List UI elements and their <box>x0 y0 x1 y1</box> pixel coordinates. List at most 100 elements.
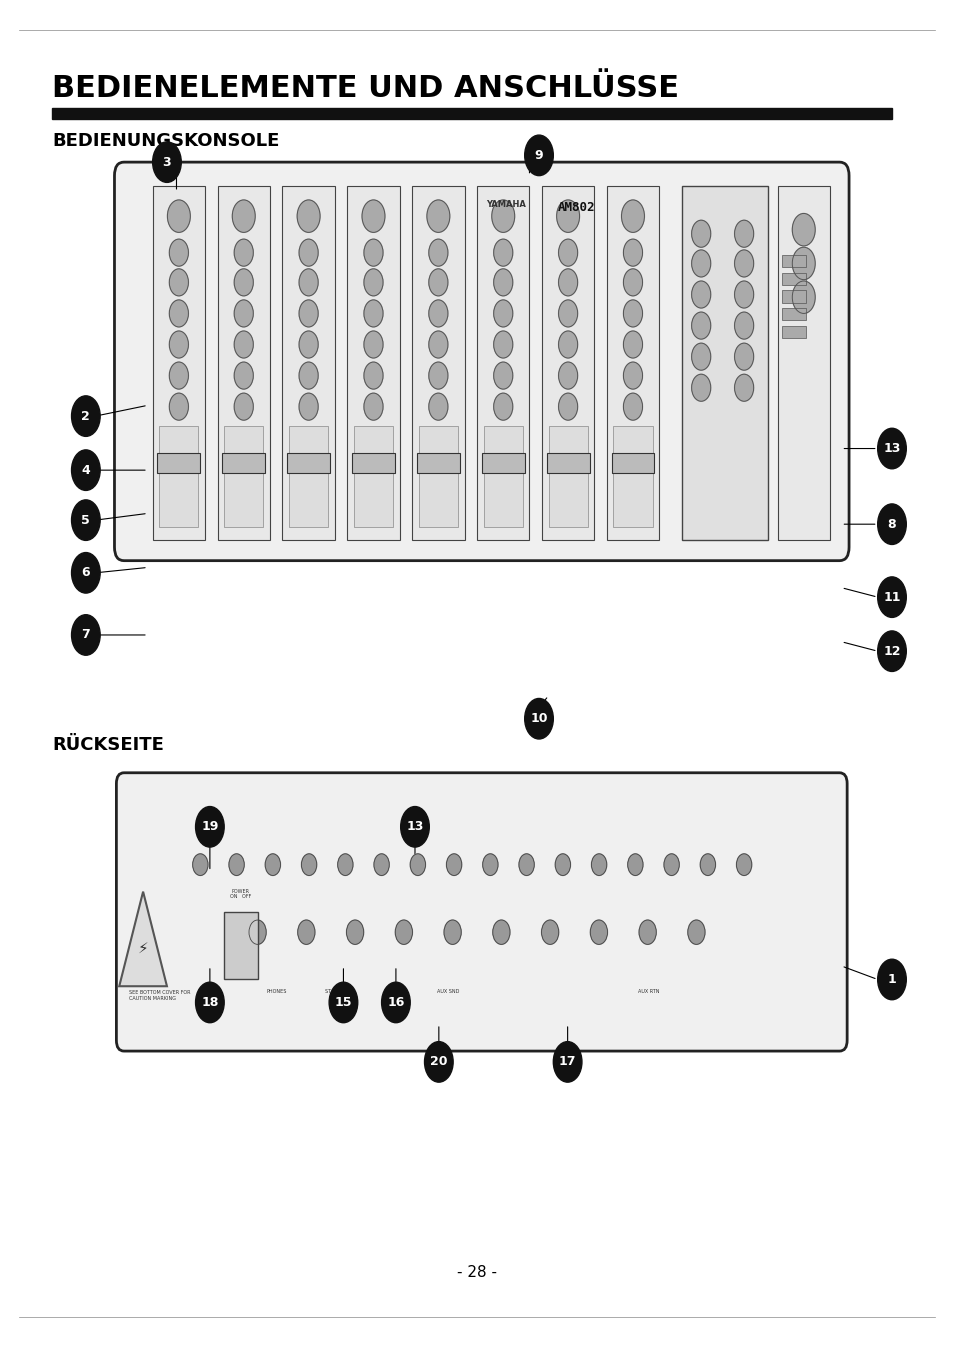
Text: 1: 1 <box>886 973 896 986</box>
Text: ST OUT: ST OUT <box>325 989 342 994</box>
Bar <box>289 426 328 527</box>
Circle shape <box>364 362 383 389</box>
Text: AM802: AM802 <box>558 201 595 213</box>
Text: 13: 13 <box>406 820 423 834</box>
Circle shape <box>71 553 100 593</box>
Text: 10: 10 <box>530 712 547 725</box>
Circle shape <box>736 854 751 875</box>
Bar <box>546 453 589 473</box>
Text: POWER
ON   OFF: POWER ON OFF <box>230 889 252 900</box>
Bar <box>781 273 805 285</box>
Circle shape <box>71 500 100 540</box>
Circle shape <box>400 807 429 847</box>
Bar <box>781 290 805 303</box>
Circle shape <box>364 300 383 327</box>
Bar <box>483 426 522 527</box>
Bar <box>606 186 659 540</box>
Circle shape <box>590 920 607 944</box>
Text: BEDIENELEMENTE UND ANSCHLÜSSE: BEDIENELEMENTE UND ANSCHLÜSSE <box>52 74 679 103</box>
Bar <box>481 453 524 473</box>
Circle shape <box>234 269 253 296</box>
Text: AUX RTN: AUX RTN <box>638 989 659 994</box>
Bar <box>224 912 257 979</box>
Circle shape <box>493 269 512 296</box>
Circle shape <box>691 374 710 401</box>
Circle shape <box>622 300 641 327</box>
Circle shape <box>558 331 577 358</box>
Circle shape <box>518 854 534 875</box>
Circle shape <box>193 854 208 875</box>
Bar <box>354 426 393 527</box>
Text: 19: 19 <box>201 820 218 834</box>
Bar <box>781 308 805 320</box>
Bar <box>157 453 200 473</box>
Circle shape <box>424 1042 453 1082</box>
Text: ⚡: ⚡ <box>137 940 149 955</box>
Bar <box>224 426 263 527</box>
FancyBboxPatch shape <box>114 162 848 561</box>
Circle shape <box>734 220 753 247</box>
Circle shape <box>337 854 353 875</box>
Circle shape <box>429 362 448 389</box>
Bar <box>476 186 529 540</box>
Text: 3: 3 <box>162 155 172 169</box>
Bar <box>416 453 459 473</box>
Circle shape <box>482 854 497 875</box>
Circle shape <box>492 200 514 232</box>
Circle shape <box>791 281 814 313</box>
Circle shape <box>170 269 188 296</box>
Bar <box>347 186 399 540</box>
Circle shape <box>691 281 710 308</box>
Circle shape <box>557 200 578 232</box>
Circle shape <box>429 269 448 296</box>
Circle shape <box>691 312 710 339</box>
Circle shape <box>329 982 357 1023</box>
Bar <box>352 453 395 473</box>
Text: 5: 5 <box>81 513 91 527</box>
Circle shape <box>555 854 570 875</box>
Bar <box>548 426 587 527</box>
Circle shape <box>346 920 363 944</box>
Circle shape <box>152 142 181 182</box>
Circle shape <box>553 1042 581 1082</box>
Circle shape <box>493 331 512 358</box>
Bar <box>611 453 654 473</box>
Text: 13: 13 <box>882 442 900 455</box>
Circle shape <box>791 213 814 246</box>
Circle shape <box>170 239 188 266</box>
Circle shape <box>429 239 448 266</box>
Circle shape <box>493 393 512 420</box>
Circle shape <box>446 854 461 875</box>
Text: 12: 12 <box>882 644 900 658</box>
Circle shape <box>299 239 318 266</box>
Text: 8: 8 <box>886 517 896 531</box>
Bar <box>613 426 652 527</box>
Circle shape <box>622 331 641 358</box>
Circle shape <box>541 920 558 944</box>
Circle shape <box>362 200 384 232</box>
Circle shape <box>301 854 316 875</box>
Circle shape <box>627 854 642 875</box>
Text: YAMAHA: YAMAHA <box>486 200 526 208</box>
Bar <box>681 186 767 540</box>
Circle shape <box>443 920 460 944</box>
Circle shape <box>558 300 577 327</box>
Circle shape <box>195 982 224 1023</box>
Bar <box>412 186 464 540</box>
Circle shape <box>734 312 753 339</box>
Circle shape <box>170 300 188 327</box>
Circle shape <box>877 428 905 469</box>
Text: 2: 2 <box>81 409 91 423</box>
Circle shape <box>297 200 320 232</box>
Polygon shape <box>119 892 167 986</box>
Circle shape <box>622 269 641 296</box>
Circle shape <box>429 393 448 420</box>
Circle shape <box>364 239 383 266</box>
Circle shape <box>299 300 318 327</box>
Circle shape <box>558 239 577 266</box>
Circle shape <box>71 615 100 655</box>
Circle shape <box>234 239 253 266</box>
Circle shape <box>734 343 753 370</box>
Text: RÜCKSEITE: RÜCKSEITE <box>52 736 164 754</box>
Text: 16: 16 <box>387 996 404 1009</box>
